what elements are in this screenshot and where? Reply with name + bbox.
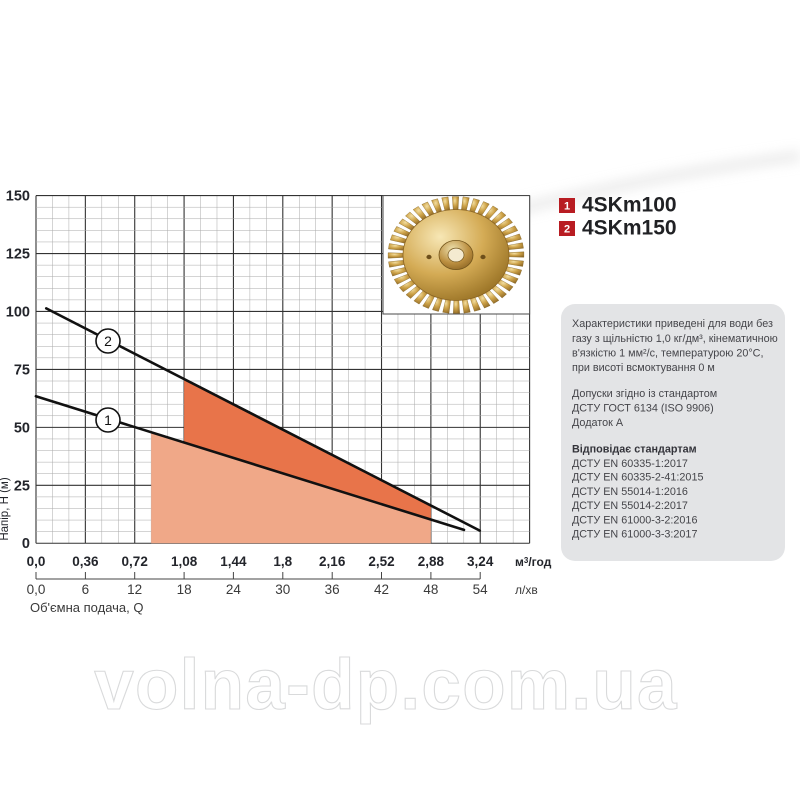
svg-text:0,0: 0,0 [27, 554, 46, 569]
svg-text:1: 1 [104, 412, 112, 428]
svg-text:Допуски згідно із стандартом: Допуски згідно із стандартом [572, 388, 717, 400]
svg-text:1: 1 [564, 201, 570, 213]
svg-text:150: 150 [6, 189, 30, 205]
svg-text:36: 36 [325, 582, 340, 597]
svg-text:6: 6 [82, 582, 90, 597]
svg-text:4SKm100: 4SKm100 [582, 194, 677, 217]
svg-text:0,72: 0,72 [122, 554, 148, 569]
svg-text:л/хв: л/хв [515, 583, 538, 597]
svg-text:ДСТУ ГОСТ 6134 (ISO 9906): ДСТУ ГОСТ 6134 (ISO 9906) [572, 403, 714, 415]
svg-text:2,52: 2,52 [368, 554, 394, 569]
svg-text:2,16: 2,16 [319, 554, 346, 569]
svg-text:ДСТУ EN 55014-1:2016: ДСТУ EN 55014-1:2016 [572, 486, 688, 498]
svg-text:125: 125 [6, 247, 30, 263]
svg-text:25: 25 [14, 478, 30, 494]
svg-text:1,08: 1,08 [171, 554, 198, 569]
svg-text:50: 50 [14, 420, 30, 436]
svg-text:30: 30 [275, 582, 290, 597]
svg-text:Характеристики приведені для в: Характеристики приведені для води без [572, 318, 773, 330]
svg-text:в'язкістю 1 мм²/с, температуро: в'язкістю 1 мм²/с, температурою 20°C, [572, 347, 763, 359]
svg-text:75: 75 [14, 362, 30, 378]
svg-text:12: 12 [127, 582, 142, 597]
svg-text:3,24: 3,24 [467, 554, 494, 569]
svg-text:2: 2 [564, 224, 570, 236]
svg-text:0: 0 [22, 536, 30, 552]
svg-text:54: 54 [473, 582, 489, 597]
svg-text:газу з щільністю 1,0 кг/дм³, к: газу з щільністю 1,0 кг/дм³, кінематично… [572, 333, 778, 345]
svg-text:1,44: 1,44 [220, 554, 247, 569]
svg-text:ДСТУ EN 61000-3-2:2016: ДСТУ EN 61000-3-2:2016 [572, 514, 697, 526]
svg-text:4SKm150: 4SKm150 [582, 217, 677, 240]
svg-text:ДСТУ EN 60335-2-41:2015: ДСТУ EN 60335-2-41:2015 [572, 472, 703, 484]
svg-text:м3/год: м3/год [515, 555, 552, 569]
svg-text:0,0: 0,0 [27, 582, 46, 597]
svg-text:0,36: 0,36 [72, 554, 99, 569]
svg-text:100: 100 [6, 305, 30, 321]
svg-text:1,8: 1,8 [273, 554, 292, 569]
svg-text:Додаток А: Додаток А [572, 417, 624, 429]
svg-text:2: 2 [104, 333, 112, 349]
svg-text:volna-dp.com.ua: volna-dp.com.ua [94, 646, 678, 725]
svg-text:ДСТУ EN 61000-3-3:2017: ДСТУ EN 61000-3-3:2017 [572, 529, 697, 541]
svg-text:48: 48 [423, 582, 438, 597]
svg-text:2,88: 2,88 [418, 554, 445, 569]
svg-text:при висоті всмоктування 0 м: при висоті всмоктування 0 м [572, 362, 715, 374]
svg-text:Відповідає стандартам: Відповідає стандартам [572, 443, 697, 455]
svg-text:ДСТУ EN 60335-1:2017: ДСТУ EN 60335-1:2017 [572, 458, 688, 470]
svg-text:42: 42 [374, 582, 389, 597]
svg-text:18: 18 [177, 582, 192, 597]
svg-text:Напір, Н (м): Напір, Н (м) [0, 477, 11, 541]
svg-text:24: 24 [226, 582, 242, 597]
svg-text:Об'ємна подача, Q: Об'ємна подача, Q [30, 600, 143, 615]
svg-text:ДСТУ EN 55014-2:2017: ДСТУ EN 55014-2:2017 [572, 500, 688, 512]
